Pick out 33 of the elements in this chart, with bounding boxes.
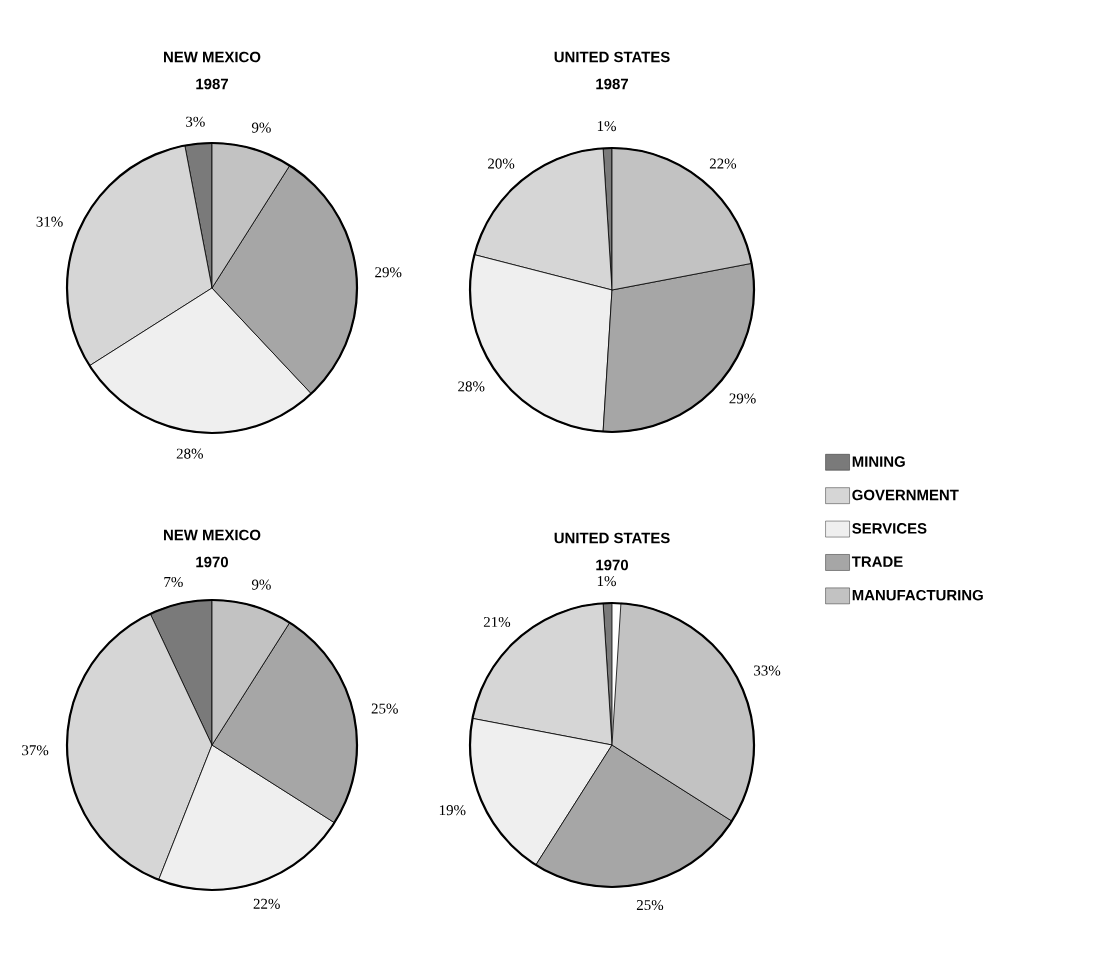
data-label: 20% [488, 158, 515, 169]
chart-subtitle: 1970 [196, 556, 228, 568]
chart-title: UNITED STATES [554, 51, 670, 63]
data-label: 29% [729, 393, 756, 404]
data-label: 3% [186, 116, 205, 127]
data-label: 21% [483, 616, 511, 628]
data-label: 33% [754, 665, 781, 676]
data-label: 22% [253, 898, 280, 909]
data-label: 37% [22, 745, 49, 756]
data-label: 7% [164, 576, 183, 588]
chart-subtitle: 1970 [596, 559, 628, 571]
legend-label: GOVERNMENT [852, 489, 959, 501]
data-label: 25% [636, 899, 664, 911]
legend-label: MANUFACTURING [852, 589, 983, 601]
data-label: 25% [371, 703, 398, 714]
data-label: 22% [709, 158, 737, 169]
legend-label: SERVICES [852, 523, 927, 534]
data-label: 19% [439, 805, 466, 816]
chart-title: NEW MEXICO [164, 529, 261, 541]
data-label: 28% [176, 448, 203, 459]
legend-label: TRADE [851, 556, 903, 567]
chart-subtitle: 1987 [196, 78, 228, 90]
data-label: 1% [597, 121, 616, 132]
data-label: 31% [36, 216, 63, 227]
chart-title: NEW MEXICO [164, 51, 261, 63]
data-label: 28% [458, 381, 485, 392]
data-label: 9% [251, 579, 271, 590]
data-label: 9% [251, 122, 271, 133]
chart-subtitle: 1987 [596, 78, 628, 90]
chart-title: UNITED STATES [554, 532, 670, 544]
data-label: 29% [375, 267, 402, 278]
data-label: 1% [597, 576, 616, 587]
legend-label: MINING [852, 456, 905, 467]
